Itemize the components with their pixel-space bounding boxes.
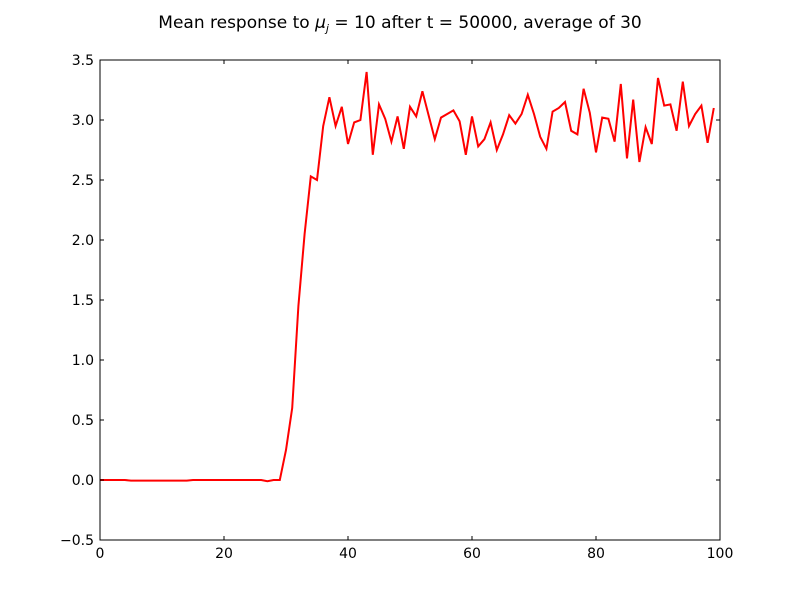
x-tick-label: 20 [215,546,233,562]
series-line-0 [100,71,715,483]
x-tick-label: 100 [707,546,734,562]
title-suffix: = 10 after t = 50000, average of 30 [329,13,642,33]
y-tick-label: 2.5 [72,173,94,189]
y-tick-label: 1.0 [72,353,94,369]
x-tick-label: 80 [587,546,605,562]
x-tick-label: 0 [96,546,105,562]
plot-area [100,71,715,483]
title-mu-symbol: μ [314,13,326,33]
chart-title: Mean response to μj = 10 after t = 50000… [158,13,641,35]
y-tick-label: 0.5 [72,413,94,429]
y-tick-label: 0.0 [72,473,94,489]
title-mu-subscript: j [324,22,330,35]
y-tick-label: −0.5 [60,533,94,549]
y-tick-label: 3.0 [72,113,94,129]
axes: 0 20 40 60 80 100 −0.5 0.0 0.5 1.0 1.5 2.0 2.5 3.0 3.5 [60,53,733,562]
title-prefix: Mean response to [158,13,315,33]
y-tick-label: 2.0 [72,233,94,249]
x-tick-label: 60 [463,546,481,562]
y-tick-label: 1.5 [72,293,94,309]
axes-frame [99,59,721,541]
x-tick-label: 40 [339,546,357,562]
y-tick-label: 3.5 [72,53,94,69]
